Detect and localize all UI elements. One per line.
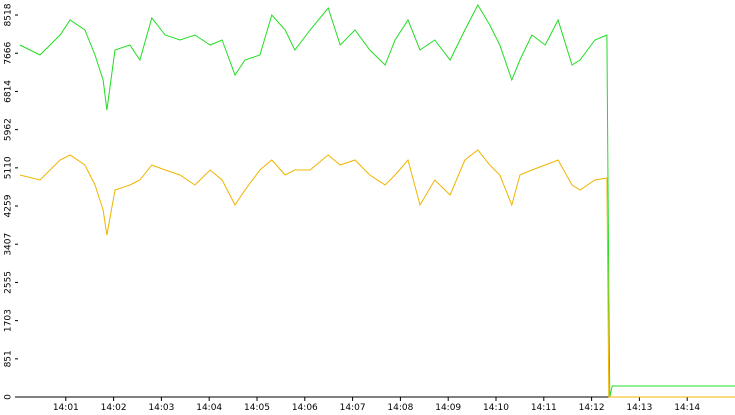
- y-tick-label: 8518: [4, 3, 14, 26]
- y-tick-label: 4259: [4, 194, 14, 217]
- y-tick-label: 5110: [4, 156, 14, 179]
- y-tick-label: 2555: [4, 271, 14, 294]
- x-tick-label: 14:09: [435, 403, 461, 413]
- series-line: [19, 3, 735, 398]
- x-tick-label: 14:01: [53, 403, 79, 413]
- x-tick-label: 14:08: [387, 403, 413, 413]
- y-tick-label: 7666: [4, 42, 14, 65]
- x-tick-label: 14:04: [196, 403, 222, 413]
- y-tick-label: 0: [4, 394, 14, 400]
- y-tick-label: 5962: [4, 118, 14, 141]
- x-tick-label: 14:14: [674, 403, 700, 413]
- y-tick-label: 851: [4, 350, 14, 367]
- y-tick-label: 6814: [4, 80, 14, 103]
- x-tick-label: 14:05: [244, 403, 270, 413]
- x-tick-label: 14:07: [340, 403, 366, 413]
- series-line: [19, 149, 735, 398]
- y-tick-label: 3407: [4, 233, 14, 256]
- x-tick-label: 14:06: [292, 403, 318, 413]
- x-tick-label: 14:10: [483, 403, 509, 413]
- y-tick-label: 1703: [4, 309, 14, 332]
- x-tick-label: 14:03: [148, 403, 174, 413]
- x-tick-label: 14:13: [626, 403, 652, 413]
- x-tick-label: 14:12: [579, 403, 605, 413]
- x-tick-label: 14:02: [101, 403, 127, 413]
- x-tick-label: 14:11: [531, 403, 557, 413]
